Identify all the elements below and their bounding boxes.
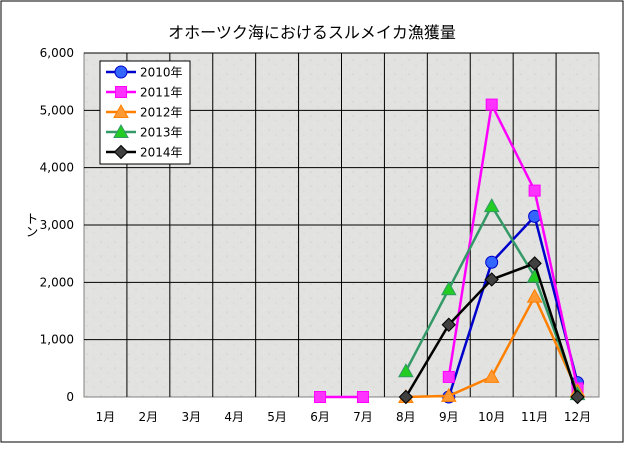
data-point xyxy=(314,391,327,403)
y-axis-label: トン xyxy=(23,212,38,238)
y-tick-label: 3,000 xyxy=(40,218,74,232)
data-point xyxy=(483,198,500,213)
y-tick-label: 4,000 xyxy=(40,161,74,175)
legend-label: 2012年 xyxy=(140,106,183,120)
x-tick-label: 2月 xyxy=(139,410,159,424)
data-point xyxy=(526,288,543,303)
data-point xyxy=(485,255,499,269)
data-point xyxy=(442,370,455,383)
legend-marker xyxy=(113,123,129,138)
legend-label: 2013年 xyxy=(140,126,183,140)
x-tick-label: 9月 xyxy=(439,410,459,424)
data-point xyxy=(441,317,456,332)
y-axis-ticks: 0 1,000 2,000 3,000 4,000 5,000 6,000 xyxy=(40,46,74,404)
series-layer xyxy=(314,98,586,405)
data-point xyxy=(485,98,498,111)
data-point xyxy=(528,184,541,197)
data-point xyxy=(398,363,414,378)
series-line xyxy=(447,100,579,389)
legend: 2010年 2011年 2012年 2013年 2014年 xyxy=(99,60,191,165)
y-tick-label: 6,000 xyxy=(40,46,74,60)
x-tick-label: 3月 xyxy=(181,410,201,424)
x-tick-label: 5月 xyxy=(267,410,287,424)
grid-lines xyxy=(84,52,599,397)
legend-label: 2010年 xyxy=(140,66,183,80)
x-tick-label: 1月 xyxy=(96,410,116,424)
data-point xyxy=(484,272,499,287)
data-point xyxy=(527,256,542,271)
y-tick-label: 1,000 xyxy=(40,333,74,347)
legend-marker xyxy=(113,144,129,160)
series-3 xyxy=(398,198,586,401)
legend-marker xyxy=(114,65,128,79)
y-tick-label: 2,000 xyxy=(40,275,74,289)
legend-marker xyxy=(115,86,127,98)
x-tick-label: 10月 xyxy=(478,410,505,424)
data-point xyxy=(356,391,369,403)
legend-label: 2011年 xyxy=(140,86,183,100)
data-point xyxy=(440,387,457,402)
x-tick-label: 7月 xyxy=(353,410,373,424)
x-tick-label: 6月 xyxy=(310,410,330,424)
x-tick-label: 12月 xyxy=(564,410,591,424)
y-tick-label: 0 xyxy=(66,390,74,404)
chart-title: オホーツク海におけるスルメイカ漁獲量 xyxy=(168,23,456,42)
x-tick-label: 4月 xyxy=(224,410,244,424)
y-tick-label: 5,000 xyxy=(40,103,74,117)
data-point xyxy=(570,389,585,405)
legend-marker xyxy=(113,103,129,118)
data-point xyxy=(483,368,500,383)
legend-label: 2014年 xyxy=(140,146,183,160)
x-tick-label: 11月 xyxy=(521,410,548,424)
data-point xyxy=(440,281,457,296)
x-tick-label: 8月 xyxy=(396,410,416,424)
x-axis-ticks: 1月 2月 3月 4月 5月 6月 7月 8月 9月 10月 11月 12月 xyxy=(96,410,592,424)
series-4 xyxy=(398,256,585,405)
data-point xyxy=(398,389,414,405)
